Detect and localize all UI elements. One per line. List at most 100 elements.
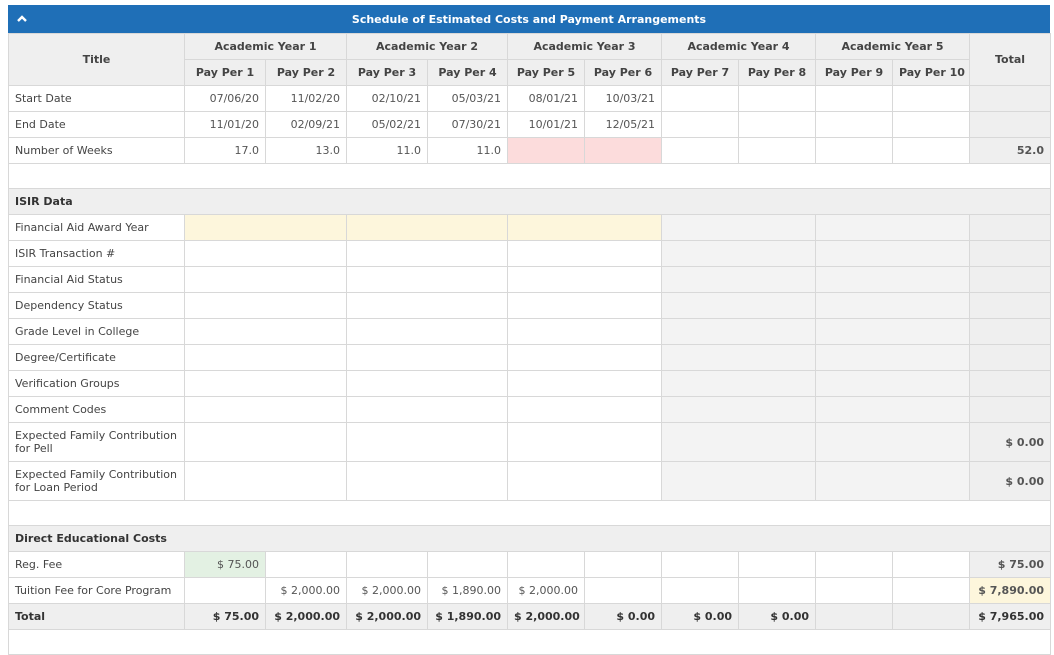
cost-cell[interactable] bbox=[427, 551, 508, 578]
cost-cell[interactable] bbox=[584, 577, 662, 604]
end-date-cell[interactable] bbox=[661, 111, 739, 138]
award-year-cell-ay1[interactable] bbox=[184, 214, 347, 241]
isir-cell bbox=[507, 461, 662, 501]
cost-cell[interactable] bbox=[892, 551, 970, 578]
cost-cell[interactable] bbox=[815, 551, 893, 578]
isir-cell bbox=[346, 396, 508, 423]
weeks-cell bbox=[738, 137, 816, 164]
isir-cell bbox=[507, 396, 662, 423]
isir-cell bbox=[815, 344, 970, 371]
isir-total bbox=[969, 396, 1051, 423]
isir-cell bbox=[815, 266, 970, 293]
start-date-cell[interactable]: 11/02/20 bbox=[265, 85, 347, 112]
start-date-cell[interactable]: 07/06/20 bbox=[184, 85, 266, 112]
weeks-cell: 13.0 bbox=[265, 137, 347, 164]
cost-cell[interactable] bbox=[661, 551, 739, 578]
end-date-cell[interactable]: 02/09/21 bbox=[265, 111, 347, 138]
cost-cell[interactable] bbox=[738, 551, 816, 578]
pay-per-5-header: Pay Per 5 bbox=[507, 59, 585, 86]
cost-cell[interactable]: $ 2,000.00 bbox=[265, 577, 347, 604]
start-date-cell[interactable]: 05/03/21 bbox=[427, 85, 508, 112]
start-date-cell[interactable] bbox=[661, 85, 739, 112]
year-header-row: Title Academic Year 1 Academic Year 2 Ac… bbox=[8, 33, 1051, 86]
cost-cell[interactable] bbox=[184, 577, 266, 604]
isir-total bbox=[969, 344, 1051, 371]
row-label: Tuition Fee for Core Program bbox=[8, 577, 185, 604]
isir-cell bbox=[184, 318, 347, 345]
isir-row: Dependency Status bbox=[8, 292, 1051, 319]
weeks-cell: 17.0 bbox=[184, 137, 266, 164]
cost-row: Tuition Fee for Core Program $ 2,000.00 … bbox=[8, 577, 1051, 604]
total-cell bbox=[815, 603, 893, 630]
collapse-button[interactable] bbox=[14, 11, 30, 27]
isir-cell bbox=[661, 266, 816, 293]
row-label: End Date bbox=[8, 111, 185, 138]
total-cell: $ 2,000.00 bbox=[265, 603, 347, 630]
end-date-cell[interactable]: 10/01/21 bbox=[507, 111, 585, 138]
isir-cell bbox=[184, 396, 347, 423]
award-year-total bbox=[969, 214, 1051, 241]
cost-cell[interactable]: $ 1,890.00 bbox=[427, 577, 508, 604]
cost-cell[interactable] bbox=[815, 577, 893, 604]
start-date-cell[interactable] bbox=[738, 85, 816, 112]
start-date-row: Start Date 07/06/20 11/02/20 02/10/21 05… bbox=[8, 85, 1051, 112]
pay-per-10-header: Pay Per 10 bbox=[892, 59, 970, 86]
isir-cell bbox=[184, 292, 347, 319]
grand-total: $ 7,965.00 bbox=[969, 603, 1051, 630]
row-label: Total bbox=[8, 603, 185, 630]
end-date-cell[interactable] bbox=[815, 111, 893, 138]
start-date-cell[interactable] bbox=[815, 85, 893, 112]
isir-cell bbox=[507, 292, 662, 319]
start-date-cell[interactable]: 08/01/21 bbox=[507, 85, 585, 112]
cost-cell[interactable] bbox=[661, 577, 739, 604]
start-date-cell[interactable]: 10/03/21 bbox=[584, 85, 662, 112]
weeks-cell bbox=[892, 137, 970, 164]
isir-cell bbox=[661, 461, 816, 501]
end-date-cell[interactable] bbox=[892, 111, 970, 138]
row-label: Number of Weeks bbox=[8, 137, 185, 164]
isir-cell bbox=[346, 344, 508, 371]
cost-cell[interactable]: $ 2,000.00 bbox=[346, 577, 428, 604]
cost-cell[interactable] bbox=[892, 577, 970, 604]
isir-cell bbox=[507, 318, 662, 345]
pay-per-4-header: Pay Per 4 bbox=[427, 59, 508, 86]
isir-cell bbox=[346, 240, 508, 267]
pay-per-9-header: Pay Per 9 bbox=[815, 59, 893, 86]
isir-cell bbox=[184, 266, 347, 293]
schedule-table: Title Academic Year 1 Academic Year 2 Ac… bbox=[8, 33, 1051, 655]
schedule-title-bar: Schedule of Estimated Costs and Payment … bbox=[8, 5, 1050, 33]
cost-cell[interactable] bbox=[738, 577, 816, 604]
spacer-cell bbox=[8, 629, 1051, 655]
spacer-row bbox=[8, 500, 1051, 526]
row-label: Degree/Certificate bbox=[8, 344, 185, 371]
isir-cell bbox=[184, 240, 347, 267]
start-date-cell[interactable] bbox=[892, 85, 970, 112]
start-date-cell[interactable]: 02/10/21 bbox=[346, 85, 428, 112]
cost-cell[interactable]: $ 75.00 bbox=[184, 551, 266, 578]
award-year-cell-ay2[interactable] bbox=[346, 214, 508, 241]
weeks-cell: 11.0 bbox=[427, 137, 508, 164]
row-label: Expected Family Contribution for Loan Pe… bbox=[8, 461, 185, 501]
isir-row: Grade Level in College bbox=[8, 318, 1051, 345]
weeks-total: 52.0 bbox=[969, 137, 1051, 164]
cost-cell[interactable] bbox=[584, 551, 662, 578]
award-year-cell-ay3[interactable] bbox=[507, 214, 662, 241]
cost-cell[interactable]: $ 2,000.00 bbox=[507, 577, 585, 604]
end-date-cell[interactable]: 11/01/20 bbox=[184, 111, 266, 138]
end-date-cell[interactable]: 07/30/21 bbox=[427, 111, 508, 138]
spacer-cell bbox=[8, 163, 1051, 189]
isir-cell bbox=[507, 422, 662, 462]
row-label: Financial Aid Status bbox=[8, 266, 185, 293]
row-label: Grade Level in College bbox=[8, 318, 185, 345]
cost-cell[interactable] bbox=[507, 551, 585, 578]
cost-cell[interactable] bbox=[265, 551, 347, 578]
isir-total bbox=[969, 266, 1051, 293]
cost-row: Reg. Fee $ 75.00 $ 75.00 bbox=[8, 551, 1051, 578]
cost-cell[interactable] bbox=[346, 551, 428, 578]
isir-total bbox=[969, 318, 1051, 345]
end-date-cell[interactable] bbox=[738, 111, 816, 138]
total-cell bbox=[892, 603, 970, 630]
end-date-cell[interactable]: 12/05/21 bbox=[584, 111, 662, 138]
end-date-cell[interactable]: 05/02/21 bbox=[346, 111, 428, 138]
pay-per-7-header: Pay Per 7 bbox=[661, 59, 739, 86]
